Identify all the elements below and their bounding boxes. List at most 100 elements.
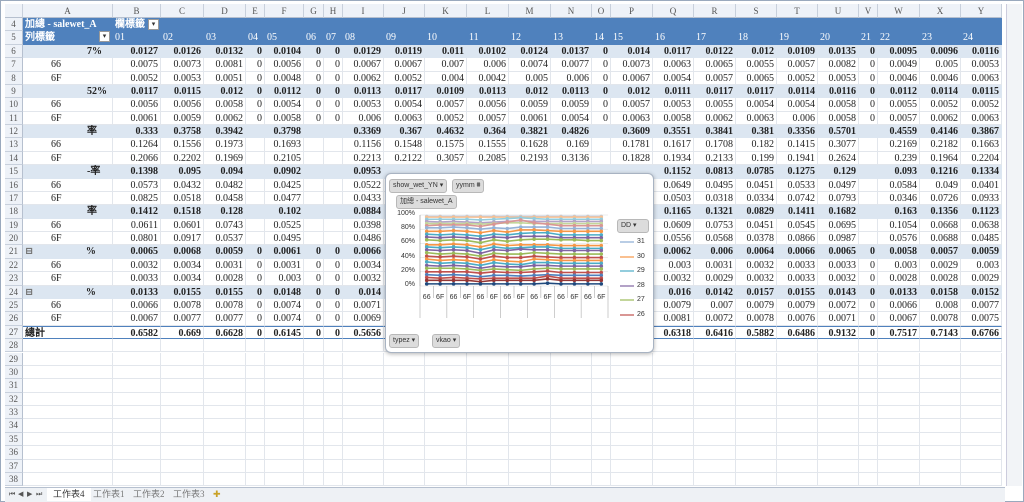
empty-cell[interactable] xyxy=(551,379,592,393)
empty-cell[interactable] xyxy=(551,365,592,380)
empty-cell[interactable] xyxy=(204,379,246,393)
empty-cell[interactable] xyxy=(509,379,551,393)
empty-cell[interactable] xyxy=(920,459,961,473)
empty-cell[interactable] xyxy=(304,446,324,460)
empty-cell[interactable] xyxy=(324,352,343,366)
empty-cell[interactable] xyxy=(23,339,113,353)
tab-nav-button[interactable]: ⏭ xyxy=(36,490,43,498)
empty-cell[interactable] xyxy=(611,432,653,447)
table-cell[interactable]: 0.2066 xyxy=(113,151,161,166)
empty-cell[interactable] xyxy=(425,419,467,433)
table-cell[interactable]: 0.6318 xyxy=(653,325,694,340)
table-cell[interactable]: 0.0031 xyxy=(204,258,246,273)
table-cell[interactable]: 0.0057 xyxy=(777,58,818,72)
table-cell[interactable]: 0 xyxy=(324,84,343,99)
empty-cell[interactable] xyxy=(204,459,246,473)
table-cell[interactable]: 0.0082 xyxy=(818,58,859,72)
table-cell[interactable]: 0.004 xyxy=(425,71,467,85)
table-cell[interactable] xyxy=(304,218,324,233)
empty-cell[interactable] xyxy=(509,419,551,433)
empty-cell[interactable] xyxy=(324,446,343,460)
empty-cell[interactable] xyxy=(653,406,694,420)
table-cell[interactable]: 0.0077 xyxy=(961,298,1002,313)
table-cell[interactable]: 0.0073 xyxy=(161,58,204,72)
empty-cell[interactable] xyxy=(304,339,324,353)
table-cell[interactable]: 0.1663 xyxy=(961,138,1002,152)
empty-cell[interactable] xyxy=(694,446,736,460)
table-cell[interactable] xyxy=(324,218,343,233)
table-cell[interactable]: 0 xyxy=(324,298,343,313)
table-cell[interactable]: 0.0611 xyxy=(113,218,161,233)
table-cell[interactable]: 0 xyxy=(859,71,878,85)
table-cell[interactable]: 0.0052 xyxy=(777,71,818,85)
empty-cell[interactable] xyxy=(611,406,653,420)
empty-cell[interactable] xyxy=(509,392,551,406)
empty-cell[interactable] xyxy=(23,432,113,447)
row-label-group[interactable]: 率 xyxy=(23,125,113,139)
table-cell[interactable]: 0 xyxy=(246,44,265,59)
table-cell[interactable]: 0.0742 xyxy=(777,191,818,206)
empty-cell[interactable] xyxy=(694,339,736,353)
table-cell[interactable]: 0.1321 xyxy=(694,205,736,219)
table-cell[interactable]: 0.0378 xyxy=(736,232,777,246)
row-header-36[interactable]: 36 xyxy=(5,446,23,460)
table-cell[interactable]: 0.3867 xyxy=(961,125,1002,139)
empty-cell[interactable] xyxy=(551,419,592,433)
empty-cell[interactable] xyxy=(467,432,509,447)
column-header-C[interactable]: C xyxy=(161,4,204,18)
empty-cell[interactable] xyxy=(509,459,551,473)
table-cell[interactable]: 0.0576 xyxy=(878,232,920,246)
empty-cell[interactable] xyxy=(653,365,694,380)
table-cell[interactable]: 0.0495 xyxy=(265,232,304,246)
row-label-item[interactable]: 66 xyxy=(23,298,113,313)
empty-cell[interactable] xyxy=(878,352,920,366)
table-cell[interactable]: 0.3551 xyxy=(653,125,694,139)
empty-cell[interactable] xyxy=(694,419,736,433)
table-cell[interactable]: 0.007 xyxy=(425,58,467,72)
table-cell[interactable]: 0 xyxy=(246,272,265,286)
empty-cell[interactable] xyxy=(694,379,736,393)
table-cell[interactable]: 0 xyxy=(859,44,878,59)
empty-cell[interactable] xyxy=(818,472,859,487)
table-cell[interactable]: 0 xyxy=(324,325,343,340)
table-cell[interactable]: 0.0069 xyxy=(343,312,384,326)
table-cell[interactable] xyxy=(246,151,265,166)
column-header-B[interactable]: B xyxy=(113,4,161,18)
empty-cell[interactable] xyxy=(324,459,343,473)
table-cell[interactable]: 0.0433 xyxy=(343,191,384,206)
table-cell[interactable]: 0.0033 xyxy=(818,258,859,273)
empty-cell[interactable] xyxy=(246,459,265,473)
empty-cell[interactable] xyxy=(551,432,592,447)
empty-cell[interactable] xyxy=(265,432,304,447)
empty-cell[interactable] xyxy=(324,419,343,433)
column-header-L[interactable]: L xyxy=(467,4,509,18)
table-cell[interactable]: 0 xyxy=(592,44,611,59)
empty-cell[interactable] xyxy=(204,339,246,353)
empty-cell[interactable] xyxy=(611,352,653,366)
table-cell[interactable]: 0.0117 xyxy=(384,84,425,99)
table-cell[interactable]: 0.0032 xyxy=(343,272,384,286)
table-cell[interactable]: 0.0081 xyxy=(653,312,694,326)
table-cell[interactable]: 0.2182 xyxy=(920,138,961,152)
row-label-item[interactable]: 66 xyxy=(23,98,113,112)
table-cell[interactable]: 0.094 xyxy=(204,165,246,179)
table-cell[interactable]: 0 xyxy=(246,71,265,85)
empty-cell[interactable] xyxy=(653,446,694,460)
empty-cell[interactable] xyxy=(304,459,324,473)
empty-cell[interactable] xyxy=(961,339,1002,353)
table-cell[interactable]: 0.0688 xyxy=(920,232,961,246)
column-header-M[interactable]: M xyxy=(509,4,551,18)
empty-cell[interactable] xyxy=(859,379,878,393)
empty-cell[interactable] xyxy=(611,446,653,460)
empty-cell[interactable] xyxy=(592,365,611,380)
table-cell[interactable]: 0.1264 xyxy=(113,138,161,152)
table-cell[interactable]: 0.0568 xyxy=(694,232,736,246)
table-cell[interactable]: 0.0031 xyxy=(694,258,736,273)
table-cell[interactable]: 0.0155 xyxy=(777,285,818,299)
table-cell[interactable]: 0 xyxy=(859,272,878,286)
column-header-N[interactable]: N xyxy=(551,4,592,18)
table-cell[interactable]: 0.169 xyxy=(551,138,592,152)
row-header-35[interactable]: 35 xyxy=(5,432,23,447)
empty-cell[interactable] xyxy=(611,419,653,433)
table-cell[interactable]: 0.0104 xyxy=(265,44,304,59)
